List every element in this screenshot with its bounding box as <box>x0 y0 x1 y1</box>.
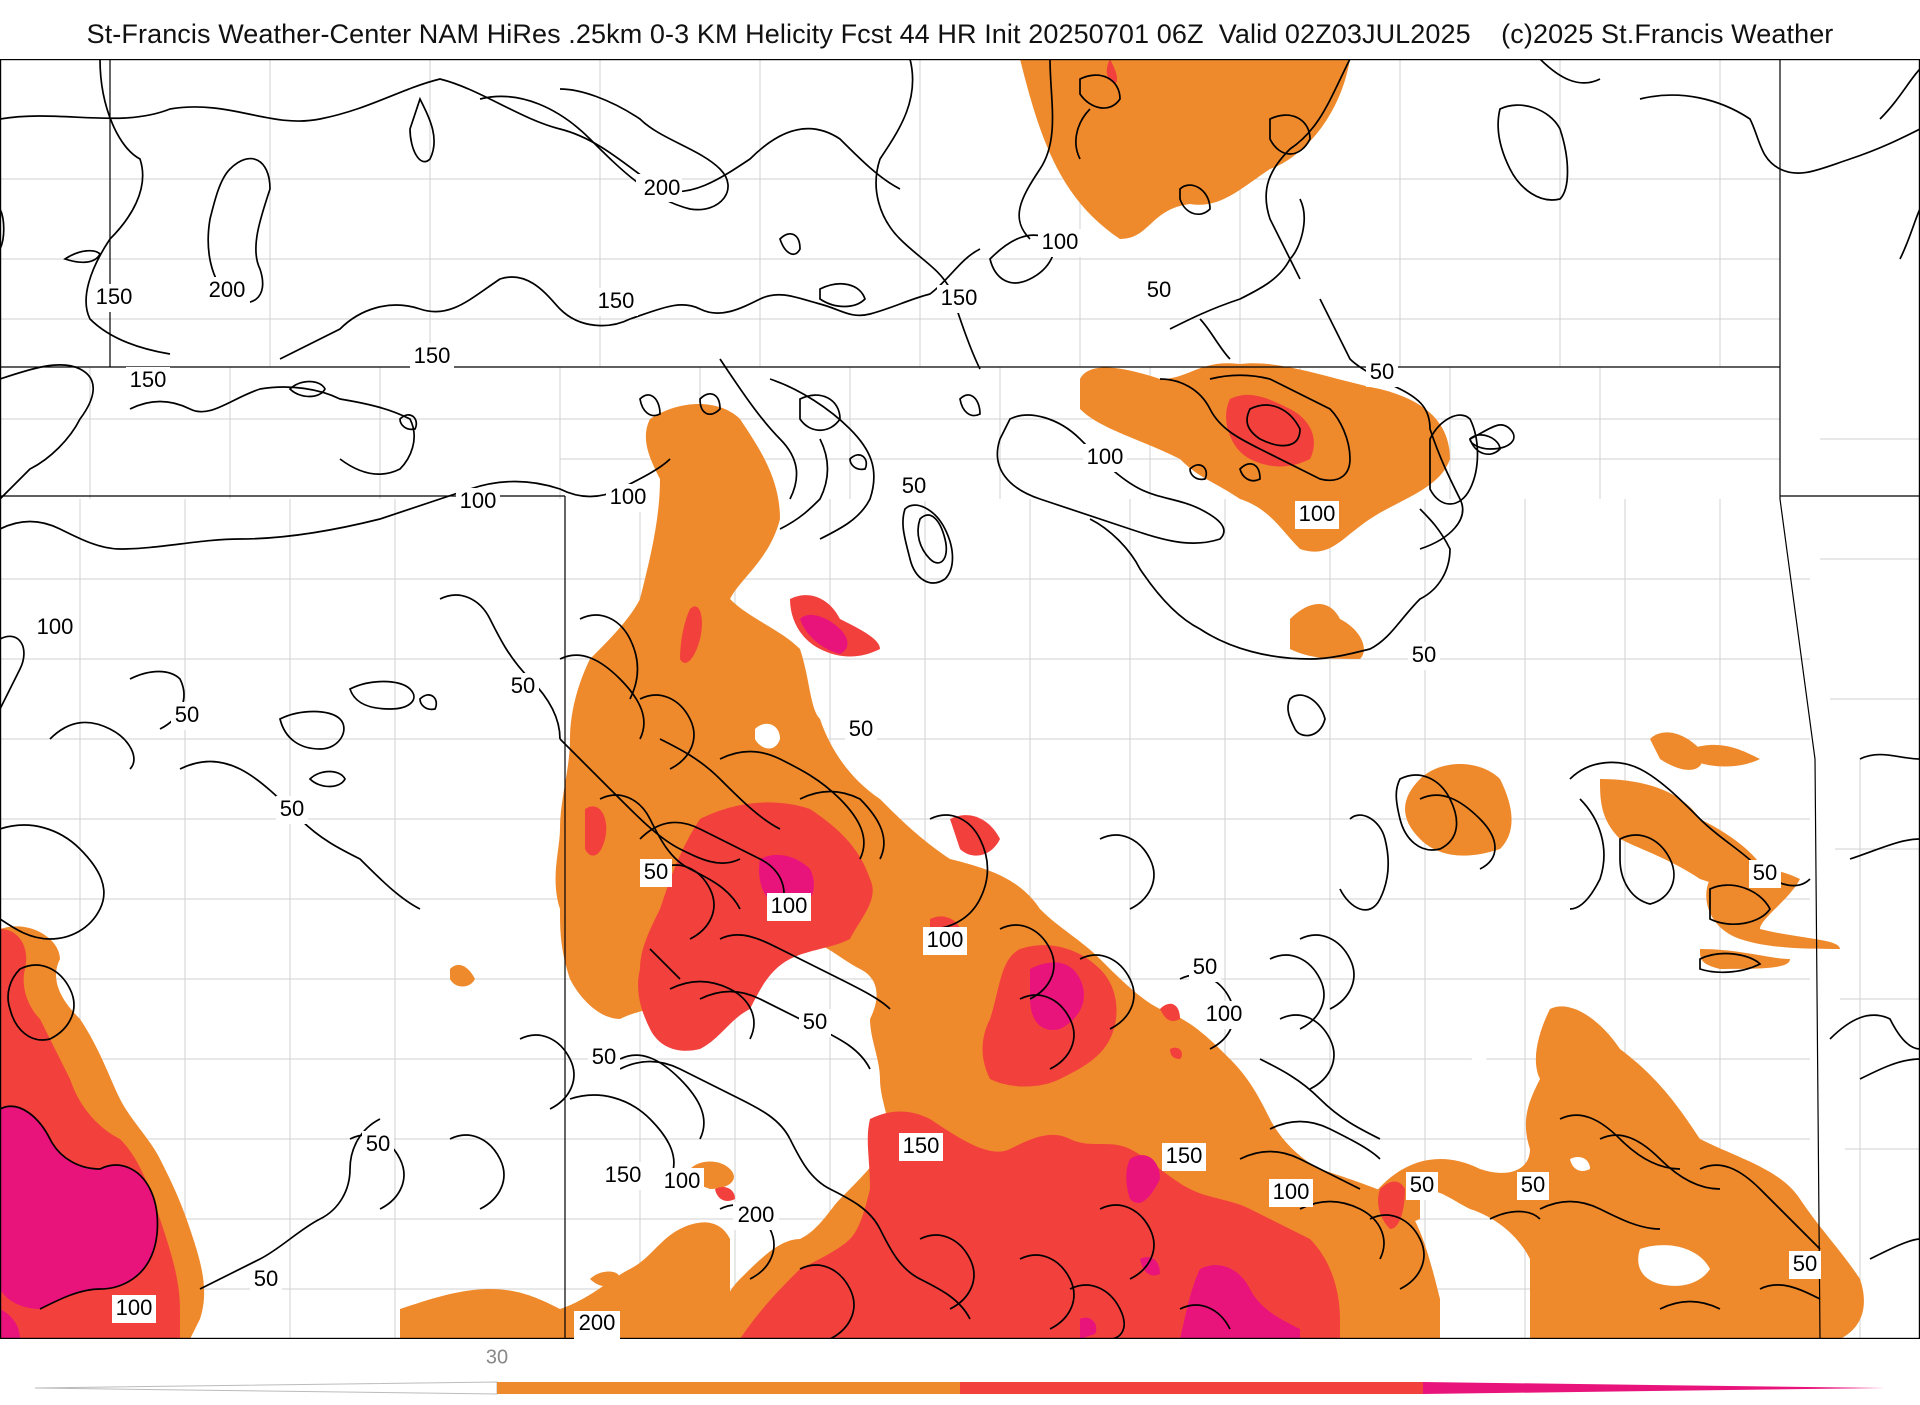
contour-label: 100 <box>610 484 647 509</box>
label-bg <box>1295 501 1339 529</box>
label-bg <box>1749 860 1781 888</box>
contour-label: 100 <box>1273 1179 1310 1204</box>
contour-label: 100 <box>771 893 808 918</box>
label-bg <box>1083 444 1127 472</box>
contour-label: 100 <box>1087 444 1124 469</box>
contour-label: 100 <box>664 1168 701 1193</box>
label-bg <box>507 673 539 701</box>
contour-label: 50 <box>254 1266 278 1291</box>
colorbar-segment-red <box>960 1382 1423 1394</box>
colorbar-tick-label: 30 <box>486 1346 508 1368</box>
label-bg <box>923 927 967 955</box>
label-bg <box>112 1295 156 1323</box>
contour-label: 100 <box>927 927 964 952</box>
colorbar-segment-orange <box>497 1382 960 1394</box>
contour-label: 50 <box>1793 1251 1817 1276</box>
contour-label: 100 <box>460 488 497 513</box>
label-bg <box>92 284 136 312</box>
contour-label: 150 <box>1166 1143 1203 1168</box>
label-bg <box>898 473 930 501</box>
helicity-fill <box>0 59 1864 1339</box>
label-bg <box>171 702 203 730</box>
helicity-contours <box>0 59 1920 1339</box>
label-bg <box>660 1168 704 1196</box>
label-bg <box>937 285 981 313</box>
label-bg <box>733 1202 779 1230</box>
contour-label: 50 <box>1412 642 1436 667</box>
contour-label: 100 <box>116 1295 153 1320</box>
contour-label: 50 <box>592 1044 616 1069</box>
label-bg <box>276 796 308 824</box>
helicity-map: 200 150 200 150 150 150 150 100 50 50 10… <box>0 59 1920 1339</box>
chart-title: St-Francis Weather-Center NAM HiRes .25k… <box>0 14 1920 54</box>
label-bg <box>1143 277 1175 305</box>
contour-label: 50 <box>1753 860 1777 885</box>
label-bg <box>204 277 250 305</box>
contour-label: 50 <box>803 1009 827 1034</box>
contour-label: 150 <box>903 1133 940 1158</box>
label-bg <box>636 174 682 202</box>
contour-labels: 200 150 200 150 150 150 150 100 50 50 10… <box>33 174 1821 1339</box>
contour-label: 50 <box>1370 359 1394 384</box>
label-bg <box>588 1044 620 1072</box>
label-bg <box>1517 1172 1549 1200</box>
label-bg <box>799 1009 831 1037</box>
colorbar-left-triangle <box>34 1381 498 1395</box>
contour-label: 150 <box>96 284 133 309</box>
label-bg <box>1789 1251 1821 1279</box>
label-bg <box>1269 1179 1313 1207</box>
copyright-text: (c)2025 St.Francis Weather <box>1501 18 1834 49</box>
label-bg <box>126 367 170 395</box>
colorbar-segment-magenta <box>1423 1382 1885 1394</box>
label-bg <box>33 614 77 642</box>
label-bg <box>456 488 500 516</box>
label-bg <box>594 288 638 316</box>
contour-label: 200 <box>579 1310 616 1335</box>
contour-label: 150 <box>605 1162 642 1187</box>
label-bg <box>1189 954 1221 982</box>
contour-label: 150 <box>941 285 978 310</box>
contour-label: 150 <box>414 343 451 368</box>
contour-label: 50 <box>1521 1172 1545 1197</box>
label-bg <box>899 1133 943 1161</box>
contour-label: 200 <box>738 1202 775 1227</box>
title-text: St-Francis Weather-Center NAM HiRes .25k… <box>86 18 1471 49</box>
label-bg <box>574 1311 620 1339</box>
contour-label: 50 <box>366 1131 390 1156</box>
contour-label: 100 <box>1206 1001 1243 1026</box>
label-bg <box>1406 1172 1438 1200</box>
label-bg <box>410 343 454 371</box>
contour-label: 150 <box>598 288 635 313</box>
label-bg <box>1202 1001 1246 1029</box>
contour-label: 100 <box>1299 501 1336 526</box>
contour-label: 100 <box>37 614 74 639</box>
contour-label: 50 <box>849 716 873 741</box>
label-bg <box>1162 1143 1206 1171</box>
label-bg <box>1366 359 1398 387</box>
contour-label: 100 <box>1042 229 1079 254</box>
contour-label: 50 <box>280 796 304 821</box>
label-bg <box>250 1266 282 1294</box>
contour-label: 50 <box>644 859 668 884</box>
label-bg <box>606 484 650 512</box>
contour-label: 50 <box>1410 1172 1434 1197</box>
label-bg <box>845 716 877 744</box>
contour-label: 50 <box>1147 277 1171 302</box>
label-bg <box>601 1162 645 1190</box>
label-bg <box>1408 642 1440 670</box>
label-bg <box>1038 229 1082 257</box>
contour-label: 50 <box>175 702 199 727</box>
contour-label: 200 <box>644 175 681 200</box>
contour-label: 150 <box>130 367 167 392</box>
contour-label: 50 <box>1193 954 1217 979</box>
label-bg <box>362 1131 394 1159</box>
contour-label: 200 <box>209 277 246 302</box>
contour-label: 50 <box>902 473 926 498</box>
colorbar: 30 <box>0 1340 1920 1400</box>
label-bg <box>640 859 672 887</box>
contour-label: 50 <box>511 673 535 698</box>
label-bg <box>767 893 811 921</box>
